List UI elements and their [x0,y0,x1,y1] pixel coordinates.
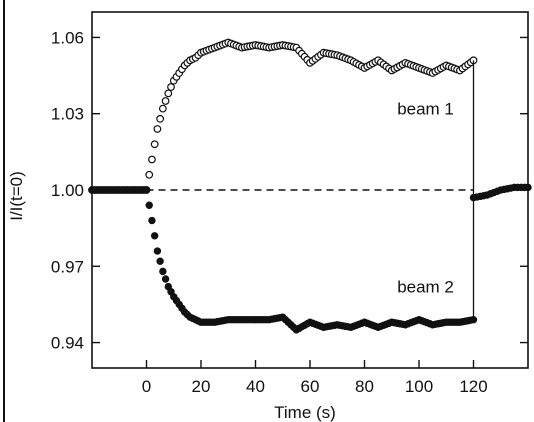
beam-1-point [150,140,159,149]
beam-1-point [161,97,170,105]
beam-1-point [158,104,167,113]
x-tick-label: 100 [405,377,433,396]
x-tick-label: 120 [459,377,487,396]
beam-2-point [145,201,153,209]
beam-1-point [145,170,154,179]
beam-2-point [161,275,170,283]
x-tick-label: 80 [355,377,374,396]
annotation-beam-2: beam 2 [397,278,454,297]
x-tick-label: 20 [192,377,211,396]
beam-2-point [150,232,159,240]
beam-1-point [156,114,165,123]
x-tick-label: 60 [301,377,320,396]
beam-1-point [148,155,156,164]
beam-1-point [164,89,173,98]
x-axis-title: Time (s) [274,403,336,422]
x-tick-label: 40 [246,377,265,396]
y-axis-title: I/I(t=0) [7,171,26,221]
plot-area: 0.94 0.97 1.00 1.03 1.06 0 20 40 60 80 100 120 beam … [3,0,532,422]
annotation-beam-1: beam 1 [397,100,454,119]
beam-1-point [153,125,162,133]
y-tick-label: 1.03 [51,105,84,124]
x-tick-label: 0 [142,377,151,396]
y-tick-label: 1.00 [51,181,84,200]
beam-1-point [167,83,175,91]
beam-2-point [153,247,162,255]
y-tick-label: 1.06 [51,28,84,47]
beam-2-point [156,257,164,265]
y-tick-label: 0.94 [51,334,84,353]
beam-2-point [159,267,167,276]
y-tick-label: 0.97 [51,257,84,276]
beam-2-point [148,216,156,225]
beam-2-after-point [524,183,532,192]
beam-2-point [142,186,151,194]
